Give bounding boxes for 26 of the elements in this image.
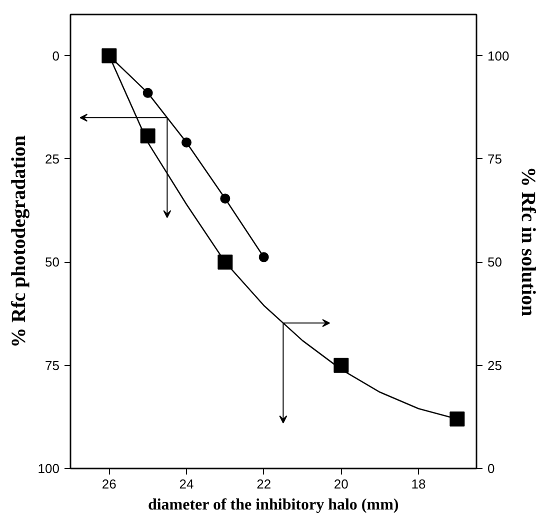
x-tick-label: 26 [102,476,116,492]
y2-tick-label: 100 [488,48,510,64]
y2-tick-label: 25 [488,358,502,373]
x-axis-title: diameter of the inhibitory halo (mm) [148,496,399,514]
y-axis-title: % Rfc photodegradation [8,135,30,348]
x-tick-label: 24 [179,476,194,492]
x-tick-label: 18 [411,476,426,492]
point [258,252,269,262]
y-tick-label: 50 [45,254,60,270]
point [450,411,465,426]
y-tick-label: 0 [52,48,60,64]
y2-tick-label: 50 [488,254,502,270]
y-tick-label: 75 [45,358,60,373]
point [102,48,117,64]
point [220,194,230,204]
point [334,358,349,373]
y2-tick-label: 0 [488,461,495,476]
y-tick-label: 100 [38,461,60,476]
y2-axis-title: % Rfc in solution [517,166,540,316]
point [182,137,192,148]
point [140,128,156,144]
point [142,88,153,98]
y-tick-label: 25 [45,151,60,166]
x-tick-label: 22 [256,476,272,492]
y2-tick-label: 75 [488,151,502,166]
x-tick-label: 20 [334,476,348,492]
